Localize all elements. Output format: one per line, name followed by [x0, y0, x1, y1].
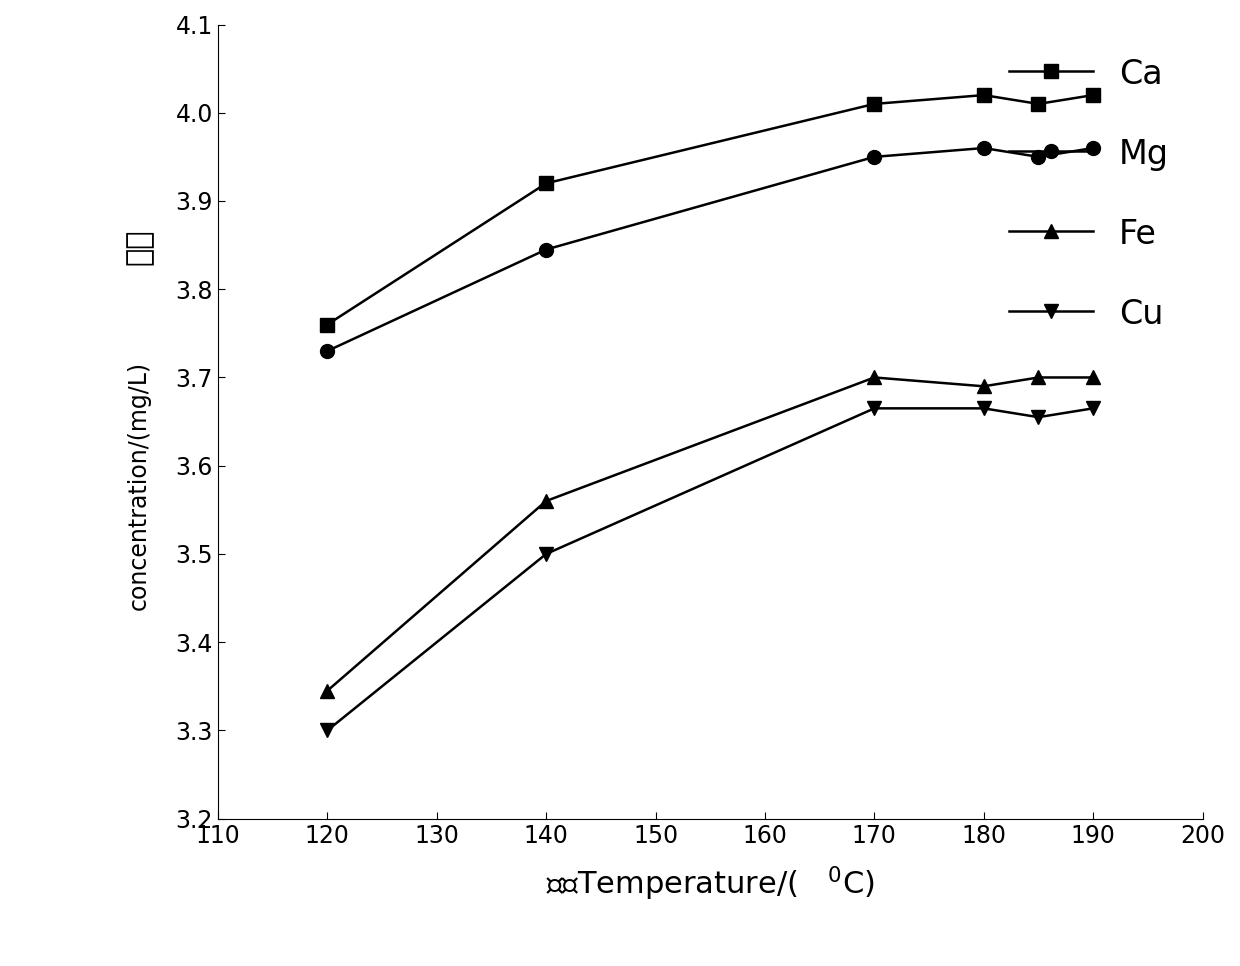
Cu [320, 724, 335, 736]
Ca [1086, 89, 1101, 100]
Ca [867, 99, 882, 110]
Ca [320, 319, 335, 330]
Mg [538, 243, 553, 255]
Fe [976, 381, 991, 392]
Mg [1086, 142, 1101, 154]
Cu [538, 548, 553, 559]
Text: concentration/(mg/L): concentration/(mg/L) [128, 360, 151, 610]
Fe [867, 372, 882, 384]
Text: 浓度: 浓度 [125, 229, 154, 265]
Mg [867, 151, 882, 162]
Fe [1086, 372, 1101, 384]
Line: Ca: Ca [320, 88, 1100, 331]
X-axis label: 温度Temperature/(   $^0$C): 温度Temperature/( $^0$C) [546, 865, 874, 902]
Line: Fe: Fe [320, 371, 1100, 697]
Mg [1030, 151, 1045, 162]
Legend: Ca, Mg, Fe, Cu: Ca, Mg, Fe, Cu [992, 42, 1185, 348]
Cu [867, 403, 882, 414]
Ca [538, 178, 553, 189]
Fe [320, 685, 335, 696]
Cu [1086, 403, 1101, 414]
Mg [320, 345, 335, 356]
Fe [1030, 372, 1045, 384]
Line: Cu: Cu [320, 402, 1100, 737]
Mg [976, 142, 991, 154]
Line: Mg: Mg [320, 141, 1100, 358]
Ca [1030, 99, 1045, 110]
Ca [976, 89, 991, 100]
Cu [1030, 412, 1045, 423]
Fe [538, 496, 553, 507]
Cu [976, 403, 991, 414]
